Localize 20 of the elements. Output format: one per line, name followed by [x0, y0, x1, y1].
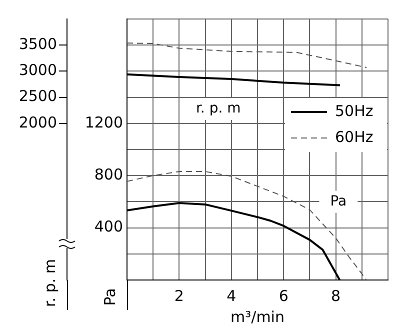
y2-tick-label: 3500 — [18, 34, 57, 53]
x-tick-label: 6 — [278, 286, 288, 305]
legend-label: 60Hz — [335, 128, 374, 146]
y2-tick-label: 2500 — [18, 87, 57, 106]
y2-axis-title: r. p. m — [40, 259, 59, 307]
y-tick-label: 800 — [94, 165, 123, 184]
annotation: r. p. m — [196, 100, 241, 117]
annotation: Pa — [330, 193, 347, 210]
y-axis-title: Pa — [100, 288, 119, 306]
y-tick-label: 400 — [94, 218, 123, 236]
legend-label: 50Hz — [335, 102, 374, 120]
line-series — [127, 171, 368, 280]
line-series — [127, 42, 368, 68]
x-tick-label: 8 — [331, 286, 341, 305]
x-axis-title: m³/min — [230, 308, 284, 326]
y2-tick-label: 3000 — [18, 61, 57, 80]
y2-tick-label: 2000 — [18, 113, 57, 132]
x-tick-label: 2 — [174, 286, 184, 305]
y-tick-label: 1200 — [84, 113, 123, 132]
x-tick-label: 4 — [226, 286, 236, 305]
